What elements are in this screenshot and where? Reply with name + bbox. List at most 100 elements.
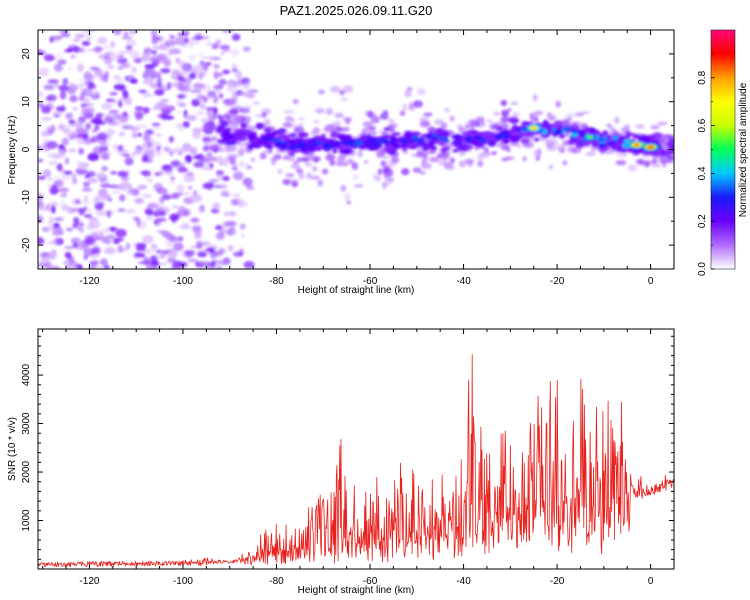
spectrogram-noise-blob	[189, 194, 201, 203]
spectrogram-halo-blob	[427, 150, 435, 154]
spectrogram-halo-blob	[317, 179, 323, 187]
spectrogram-halo-blob	[340, 184, 347, 192]
spectrogram-noise-blob	[202, 56, 214, 60]
spectrogram-halo-blob	[324, 124, 336, 132]
spectrogram-noise-blob	[184, 249, 196, 256]
spectrogram-noise-blob	[131, 151, 136, 159]
spectrogram-x-tick-label: -40	[456, 276, 471, 287]
spectrogram-noise-blob	[242, 82, 250, 91]
spectrogram-noise-blob	[100, 236, 108, 244]
spectrogram-x-tick-label: -20	[550, 276, 565, 287]
snr-x-ticks: -120 -100 -80 -60 -40 -20 0	[42, 329, 675, 587]
spectrogram-x-tick-label: -60	[363, 276, 378, 287]
spectrogram-noise-blob	[110, 40, 115, 49]
spectrogram-noise-blob	[84, 174, 91, 179]
spectrogram-core-blob	[587, 127, 596, 134]
spectrogram-noise-blob	[199, 259, 206, 265]
spectrogram-noise-blob	[159, 98, 170, 103]
colorbar-tick-label: 0.2	[697, 214, 708, 228]
spectrogram-noise-blob	[189, 69, 199, 74]
spectrogram-bright-blob	[271, 138, 281, 143]
spectrogram-noise-blob	[68, 148, 77, 153]
spectrogram-halo-blob	[271, 156, 281, 160]
spectrogram-halo-blob	[500, 99, 507, 107]
spectrogram-noise-blob	[41, 105, 51, 114]
spectrogram-noise-blob	[217, 266, 221, 269]
spectrogram-core-blob	[616, 146, 625, 152]
spectrogram-halo-blob	[546, 145, 557, 152]
spectrogram-bright-blob	[334, 140, 341, 146]
spectrogram-noise-blob	[74, 263, 83, 269]
spectrogram-noise-blob	[132, 242, 137, 246]
spectrogram-halo-blob	[207, 90, 217, 98]
spectrogram-halo-blob	[299, 116, 305, 121]
spectrogram-noise-blob	[167, 115, 175, 120]
spectrogram-noise-blob	[144, 93, 155, 97]
spectrogram-noise-blob	[67, 210, 76, 215]
spectrogram-noise-blob	[94, 193, 104, 202]
spectrogram-halo-blob	[417, 87, 426, 96]
spectrogram-blobs	[38, 30, 674, 269]
spectrogram-bright-blob	[263, 136, 273, 140]
spectrogram-noise-blob	[59, 90, 67, 100]
spectrogram-noise-blob	[215, 224, 223, 231]
spectrogram-peak	[633, 143, 640, 147]
spectrogram-noise-blob	[192, 127, 203, 133]
spectrogram-core-blob	[276, 132, 285, 137]
spectrogram-halo-blob	[346, 200, 352, 205]
snr-plot-area	[38, 329, 674, 569]
spectrogram-halo-blob	[370, 115, 380, 124]
spectrogram-core-blob	[384, 143, 392, 148]
spectrogram-noise-blob	[218, 72, 223, 77]
spectrogram-halo-blob	[443, 107, 451, 113]
spectrogram-halo-blob	[522, 156, 527, 162]
spectrogram-noise-blob	[119, 194, 126, 202]
spectrogram-noise-blob	[179, 148, 191, 153]
spectrogram-noise-blob	[113, 83, 125, 91]
spectrogram-halo-blob	[383, 155, 391, 159]
spectrogram-halo-blob	[231, 162, 238, 170]
spectrogram-y-ticks: -20 -10 0 10 20	[21, 29, 674, 270]
spectrogram-halo-blob	[557, 144, 566, 152]
spectrogram-noise-blob	[179, 223, 190, 230]
spectrogram-noise-blob	[136, 220, 147, 230]
spectrogram-noise-blob	[103, 45, 111, 50]
spectrogram-bright-blob	[288, 144, 298, 150]
spectrogram-noise-blob	[84, 236, 95, 246]
spectrogram-halo-blob	[252, 101, 261, 105]
spectrogram-noise-blob	[143, 47, 153, 55]
spectrogram-noise-blob	[81, 187, 93, 192]
spectrogram-noise-blob	[202, 182, 215, 190]
spectrogram-noise-blob	[77, 116, 86, 124]
spectrogram-halo-blob	[282, 178, 291, 186]
spectrogram-noise-blob	[196, 63, 204, 73]
spectrogram-noise-blob	[86, 35, 92, 42]
snr-panel: -120 -100 -80 -60 -40 -20 0 1000 2000 3000 4000 H…	[7, 328, 675, 596]
spectrogram-halo-blob	[401, 168, 410, 176]
spectrogram-bright-blob	[416, 139, 425, 142]
spectrogram-halo-blob	[532, 94, 538, 102]
spectrogram-halo-blob	[229, 157, 237, 161]
spectrogram-noise-blob	[134, 106, 144, 112]
spectrogram-bright-blob	[553, 129, 564, 133]
spectrogram-halo-blob	[354, 184, 364, 188]
spectrogram-halo-blob	[347, 158, 354, 164]
spectrogram-halo-blob	[309, 131, 318, 135]
spectrogram-noise-blob	[117, 244, 124, 254]
spectrogram-noise-blob	[219, 183, 228, 190]
spectrogram-noise-blob	[150, 255, 159, 264]
spectrogram-core-blob	[220, 120, 229, 127]
spectrogram-halo-blob	[334, 112, 344, 119]
spectrogram-halo-blob	[533, 115, 539, 122]
spectrogram-halo-blob	[224, 98, 235, 105]
spectrogram-noise-blob	[107, 197, 113, 202]
spectrogram-halo-blob	[200, 158, 209, 164]
spectrogram-noise-blob	[142, 133, 151, 142]
spectrogram-bright-blob	[367, 139, 374, 143]
spectrogram-noise-blob	[48, 215, 54, 220]
spectrogram-noise-blob	[112, 144, 120, 151]
spectrogram-core-blob	[482, 132, 493, 137]
spectrogram-halo-blob	[495, 143, 502, 148]
spectrogram-noise-blob	[101, 103, 113, 110]
colorbar-ticks: 0.0 0.2 0.4 0.6 0.8	[697, 53, 715, 276]
